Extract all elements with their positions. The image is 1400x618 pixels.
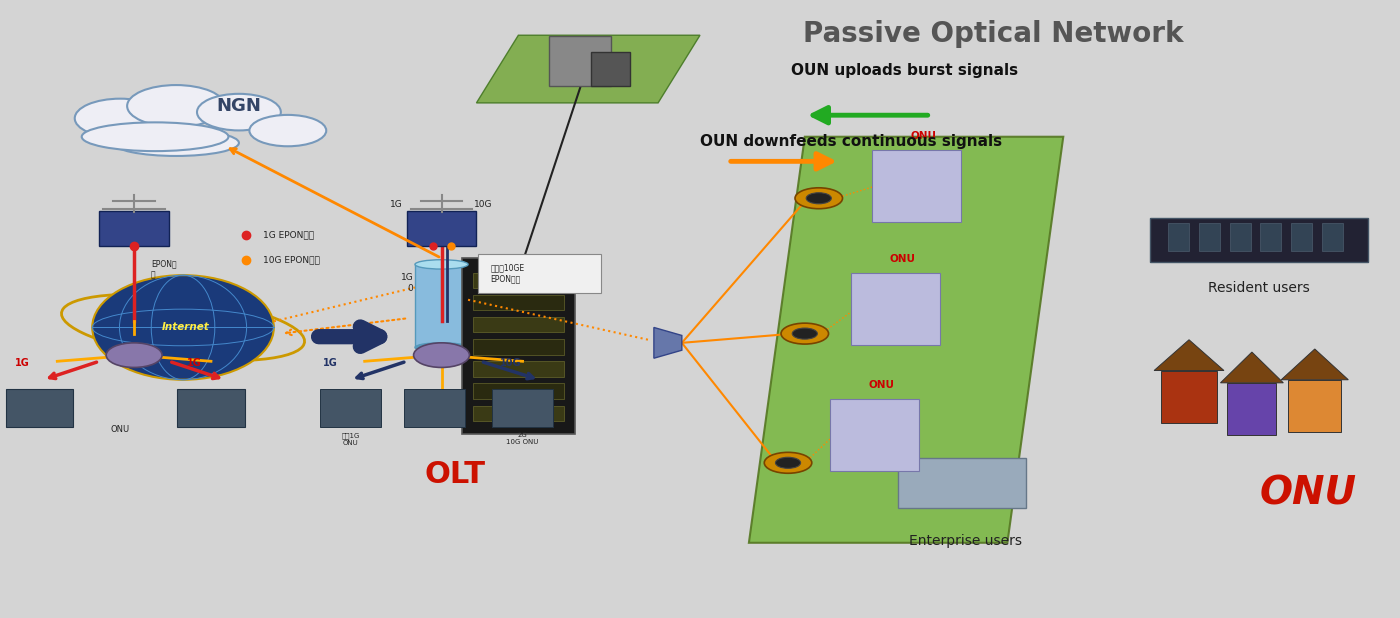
Text: OUN uploads burst signals: OUN uploads burst signals	[791, 63, 1018, 78]
Polygon shape	[1281, 349, 1348, 379]
Circle shape	[776, 457, 801, 468]
FancyBboxPatch shape	[403, 389, 465, 427]
Text: NGN: NGN	[217, 97, 262, 115]
Text: 1G EPON接口: 1G EPON接口	[263, 231, 314, 240]
Text: 1G: 1G	[323, 358, 337, 368]
Circle shape	[795, 188, 843, 209]
Circle shape	[106, 343, 162, 368]
Circle shape	[413, 343, 469, 368]
Text: 1G: 1G	[15, 358, 31, 368]
Bar	[1229, 223, 1250, 250]
Text: Resident users: Resident users	[1208, 281, 1310, 295]
Polygon shape	[476, 35, 700, 103]
Text: ONU: ONU	[889, 254, 916, 264]
Ellipse shape	[197, 94, 281, 130]
Text: 1G: 1G	[391, 200, 403, 210]
Ellipse shape	[414, 260, 468, 269]
Text: OUN downfeeds continuous signals: OUN downfeeds continuous signals	[700, 134, 1002, 149]
Bar	[1322, 223, 1343, 250]
Bar	[1198, 223, 1219, 250]
Text: 2G
10G ONU: 2G 10G ONU	[507, 432, 539, 445]
Bar	[473, 273, 564, 288]
Polygon shape	[1221, 352, 1284, 383]
Bar	[473, 405, 564, 421]
Ellipse shape	[414, 343, 468, 352]
Bar	[473, 295, 564, 310]
Bar	[1161, 371, 1217, 423]
Bar	[1228, 383, 1277, 435]
Bar	[473, 362, 564, 377]
FancyBboxPatch shape	[321, 389, 381, 427]
FancyBboxPatch shape	[491, 389, 553, 427]
Text: 10G: 10G	[500, 358, 522, 368]
Bar	[473, 317, 564, 332]
Text: 1G: 1G	[188, 358, 202, 368]
Polygon shape	[654, 328, 682, 358]
Circle shape	[764, 452, 812, 473]
Bar	[1260, 223, 1281, 250]
Circle shape	[806, 193, 832, 204]
Bar	[473, 339, 564, 355]
Ellipse shape	[127, 85, 225, 127]
Bar	[414, 265, 468, 347]
Polygon shape	[749, 137, 1063, 543]
FancyBboxPatch shape	[549, 36, 610, 87]
Ellipse shape	[113, 130, 239, 156]
FancyBboxPatch shape	[477, 254, 601, 293]
Text: Internet: Internet	[162, 323, 210, 332]
Ellipse shape	[92, 275, 274, 379]
Polygon shape	[1154, 340, 1224, 371]
Text: Passive Optical Network: Passive Optical Network	[804, 20, 1183, 48]
FancyBboxPatch shape	[99, 211, 169, 246]
Text: OLT: OLT	[426, 460, 486, 489]
Text: 10G: 10G	[475, 200, 493, 210]
Text: ONU: ONU	[910, 131, 937, 141]
Bar	[1288, 379, 1341, 432]
Ellipse shape	[81, 122, 228, 151]
FancyBboxPatch shape	[591, 52, 630, 87]
FancyBboxPatch shape	[1149, 218, 1368, 261]
FancyBboxPatch shape	[872, 150, 962, 222]
FancyBboxPatch shape	[406, 211, 476, 246]
Text: ONU: ONU	[868, 380, 895, 390]
Bar	[473, 383, 564, 399]
Text: 1G
0: 1G 0	[400, 273, 413, 292]
Text: 升级到10GE
EPON接口: 升级到10GE EPON接口	[490, 264, 525, 283]
FancyBboxPatch shape	[178, 389, 245, 427]
FancyBboxPatch shape	[6, 389, 73, 427]
Bar	[1291, 223, 1312, 250]
Text: 保留1G
ONU: 保留1G ONU	[342, 432, 360, 446]
Circle shape	[781, 323, 829, 344]
FancyBboxPatch shape	[899, 458, 1026, 508]
Text: Enterprise users: Enterprise users	[909, 533, 1022, 548]
Text: ONU: ONU	[1259, 475, 1357, 512]
Ellipse shape	[74, 99, 165, 138]
FancyBboxPatch shape	[462, 258, 575, 434]
FancyBboxPatch shape	[851, 273, 941, 345]
Bar	[1168, 223, 1189, 250]
Text: EPON接
口: EPON接 口	[151, 260, 176, 279]
FancyBboxPatch shape	[830, 399, 920, 471]
Text: 10G EPON接口: 10G EPON接口	[263, 255, 319, 265]
Circle shape	[792, 328, 818, 339]
Ellipse shape	[249, 115, 326, 146]
Text: ONU: ONU	[111, 425, 130, 434]
